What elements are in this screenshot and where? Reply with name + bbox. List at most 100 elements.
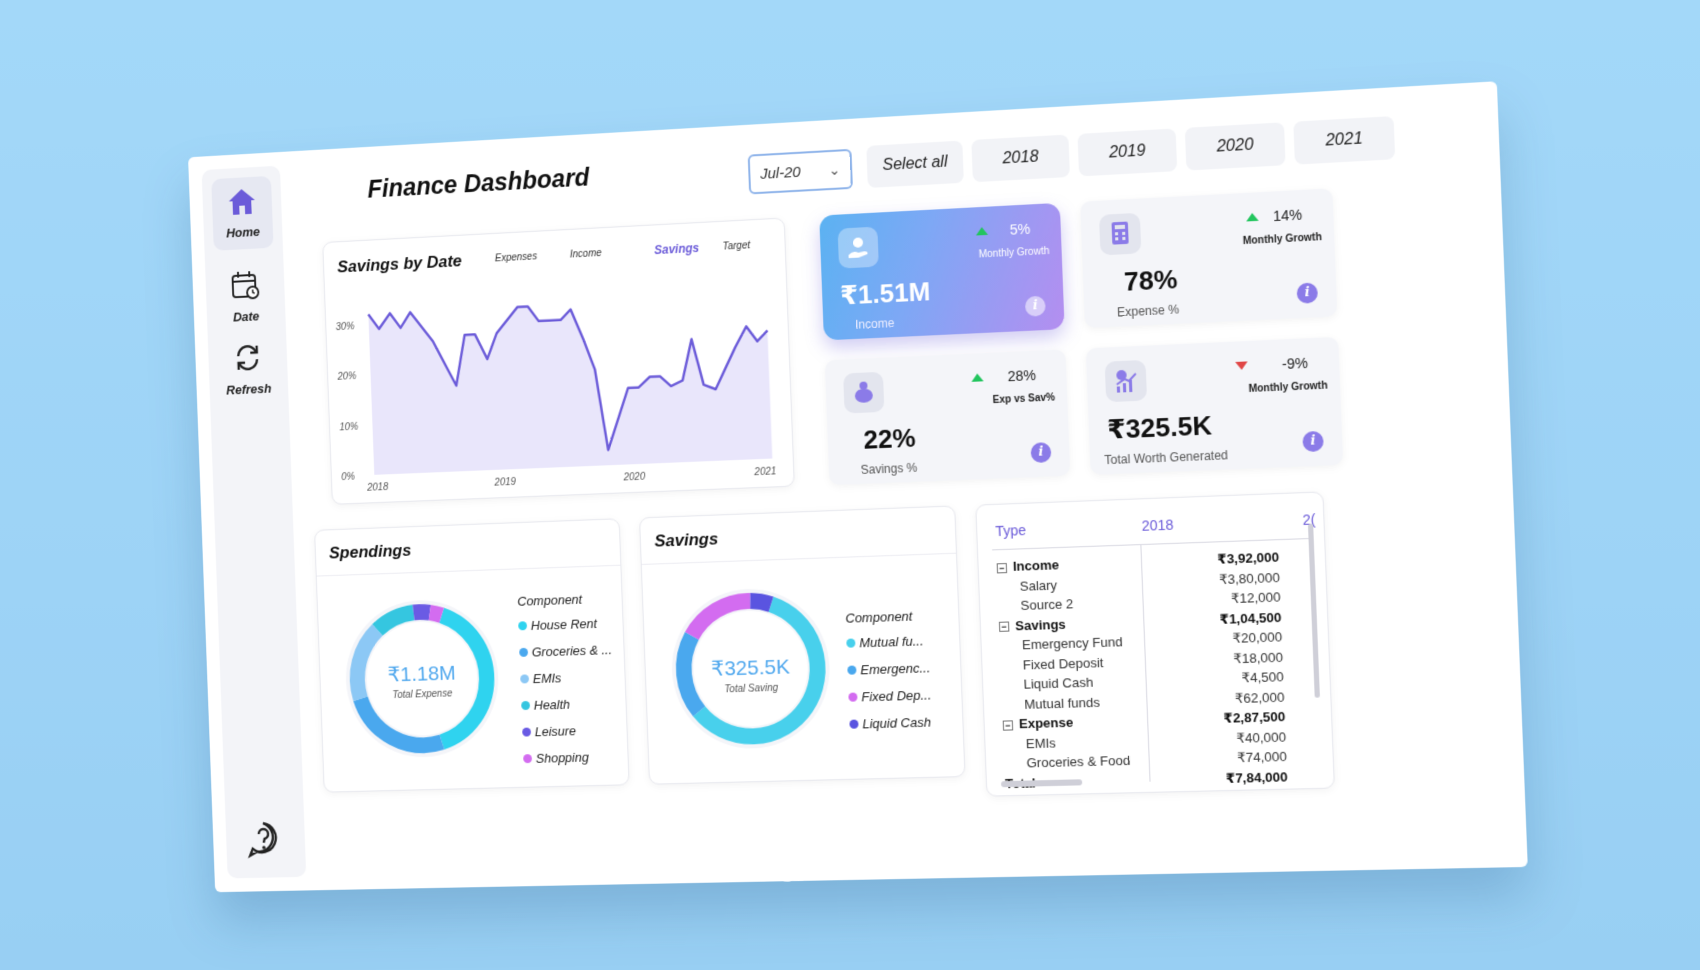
savings-title: Savings	[654, 529, 718, 551]
kpi-income-card[interactable]: 5% Monthly Growth ₹1.51M Income i	[819, 203, 1064, 341]
tab-expenses[interactable]: Expenses	[495, 251, 538, 264]
watermark-logo: خمسات	[690, 845, 823, 891]
donut-slice[interactable]	[430, 612, 442, 616]
year-2018-button[interactable]: 2018	[971, 135, 1070, 183]
y-tick-label: 30%	[336, 321, 356, 333]
legend-swatch	[849, 720, 858, 729]
kpi-total-label: Total Worth Generated	[1104, 448, 1228, 467]
kpi-expense-sub: Monthly Growth	[1243, 232, 1322, 247]
kpi-total-value: ₹325.5K	[1107, 410, 1213, 446]
collapse-icon[interactable]: −	[1003, 720, 1013, 730]
help-icon[interactable]	[244, 819, 283, 859]
x-tick-label: 2018	[366, 482, 389, 494]
kpi-expense-card[interactable]: 14% Monthly Growth 78% Expense % i	[1080, 188, 1337, 328]
month-dropdown[interactable]: Jul-20 ⌄	[748, 149, 853, 195]
tab-target[interactable]: Target	[722, 240, 750, 252]
donut-slice[interactable]	[414, 612, 430, 613]
legend-swatch	[518, 621, 527, 630]
divider	[317, 565, 621, 577]
calendar-icon	[229, 269, 260, 302]
collapse-icon[interactable]: −	[999, 622, 1009, 632]
sidebar-item-home-label: Home	[213, 223, 273, 241]
legend-swatch	[846, 638, 855, 647]
legend-item[interactable]: Groceries & ...	[519, 642, 612, 660]
kpi-total-card[interactable]: -9% Monthly Growth ₹325.5K Total Worth G…	[1086, 337, 1343, 475]
select-all-button[interactable]: Select all	[866, 141, 964, 188]
legend-label: EMIs	[533, 670, 562, 686]
legend-label: Fixed Dep...	[861, 687, 932, 704]
legend-item[interactable]: Liquid Cash	[849, 714, 932, 731]
legend-item[interactable]: EMIs	[520, 669, 613, 687]
donut-slice[interactable]	[750, 600, 771, 605]
savings-by-date-card: Savings by Date Expenses Income Savings …	[322, 217, 795, 504]
info-icon[interactable]: i	[1030, 442, 1051, 463]
legend-item[interactable]: House Rent	[518, 616, 611, 634]
spendings-card: Spendings ₹1.18M Total Expense Component…	[314, 518, 630, 792]
kpi-income-value: ₹1.51M	[840, 276, 931, 311]
info-icon[interactable]: i	[1025, 296, 1046, 317]
kpi-savings-value: 22%	[863, 423, 916, 456]
x-tick-label: 2019	[493, 477, 516, 489]
kpi-expense-delta: 14%	[1273, 206, 1303, 224]
savings-legend: Component Mutual fu... Emergenc... Fixed D…	[845, 608, 933, 744]
year-2021-button[interactable]: 2021	[1293, 116, 1395, 165]
chevron-down-icon: ⌄	[828, 161, 840, 179]
kpi-income-delta: 5%	[1010, 221, 1031, 238]
x-tick-label: 2020	[622, 471, 646, 483]
legend-label: Groceries & ...	[532, 642, 613, 659]
legend-swatch	[519, 648, 528, 657]
info-icon[interactable]: i	[1302, 431, 1324, 452]
legend-swatch	[848, 693, 857, 702]
legend-label: Shopping	[536, 750, 590, 766]
row-value: ₹7,84,000	[1226, 769, 1288, 787]
savings-area-fill	[368, 295, 772, 475]
row-label: Groceries & Food	[1026, 753, 1130, 771]
legend-swatch	[522, 728, 531, 737]
year-2019-button[interactable]: 2019	[1077, 128, 1177, 176]
legend-item[interactable]: Shopping	[523, 749, 616, 766]
trend-up-icon	[976, 227, 988, 236]
trend-down-icon	[1235, 361, 1248, 370]
info-icon[interactable]: i	[1296, 282, 1318, 303]
kpi-total-sub: Monthly Growth	[1248, 380, 1327, 395]
divider	[642, 553, 956, 565]
row-label: EMIs	[1026, 735, 1057, 751]
kpi-savings-card[interactable]: 28% Exp vs Sav% 22% Savings % i	[825, 349, 1071, 485]
growth-icon	[1105, 360, 1147, 402]
income-icon	[838, 227, 879, 269]
calculator-icon	[1099, 213, 1141, 256]
row-label: Income	[1013, 557, 1060, 574]
savings-card: Savings ₹325.5K Total Saving Component M…	[639, 505, 966, 784]
month-dropdown-value: Jul-20	[760, 164, 801, 183]
savings-area-chart: 0%10%20%30%2018 2019 2020 2021	[325, 258, 796, 506]
row-label: Savings	[1015, 616, 1066, 633]
legend-label: Health	[534, 697, 571, 713]
sidebar-item-date[interactable]: Date	[205, 268, 285, 326]
legend-item[interactable]: Mutual fu...	[846, 633, 929, 651]
home-icon	[226, 186, 257, 217]
row-label: Liquid Cash	[1023, 675, 1093, 692]
kpi-savings-label: Savings %	[860, 461, 917, 477]
tab-savings[interactable]: Savings	[654, 241, 699, 257]
year-2020-button[interactable]: 2020	[1185, 122, 1286, 170]
kpi-savings-sub: Exp vs Sav%	[992, 392, 1055, 406]
legend-item[interactable]: Leisure	[522, 722, 615, 739]
sidebar-item-home[interactable]: Home	[202, 175, 283, 251]
legend-item[interactable]: Fixed Dep...	[848, 687, 931, 704]
legend-item[interactable]: Emergenc...	[847, 660, 930, 678]
tab-income[interactable]: Income	[570, 248, 602, 260]
legend-label: Leisure	[535, 723, 577, 739]
column-header-type: Type	[995, 522, 1026, 539]
row-value: ₹4,500	[1241, 669, 1284, 687]
collapse-icon[interactable]: −	[997, 563, 1007, 573]
hand-coin-icon	[845, 234, 872, 261]
sidebar-item-refresh[interactable]: Refresh	[208, 340, 288, 398]
legend-item[interactable]: Health	[521, 696, 614, 713]
kpi-income-sub: Monthly Growth	[979, 246, 1050, 261]
row-label: Salary	[1019, 577, 1057, 593]
sidebar-item-refresh-label: Refresh	[209, 380, 288, 398]
vertical-scrollbar[interactable]	[1308, 524, 1320, 698]
row-label: Mutual funds	[1024, 694, 1100, 711]
sidebar-item-date-label: Date	[207, 307, 286, 325]
